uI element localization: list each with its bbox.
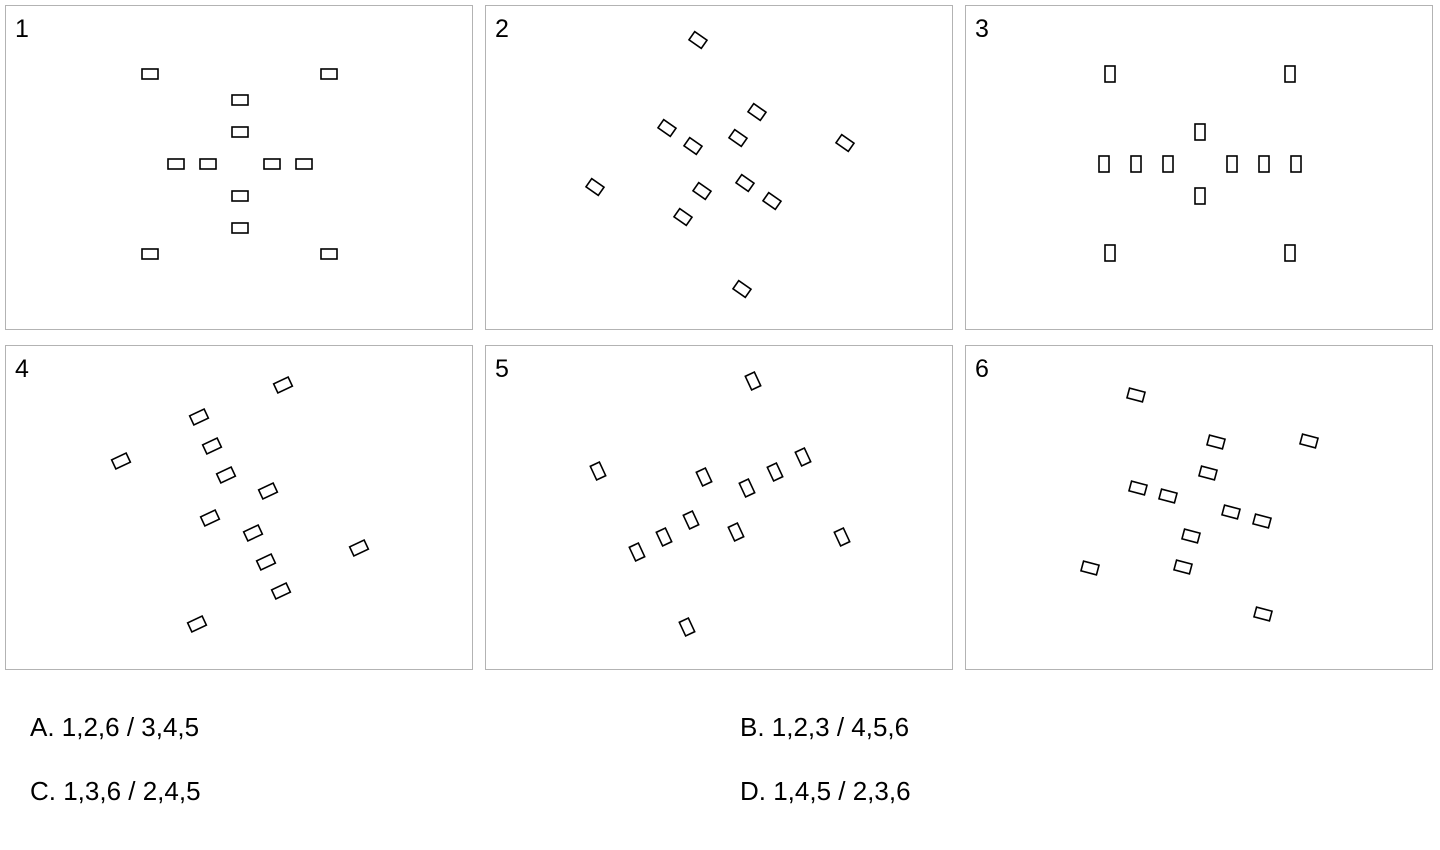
panel [965, 5, 1433, 330]
rect-shape [672, 207, 694, 227]
rect-shape [691, 181, 713, 201]
option: B. 1,2,3 / 4,5,6 [740, 712, 909, 742]
rect-shape [320, 248, 338, 260]
rect-shape [141, 68, 159, 80]
rect-shape [257, 482, 279, 500]
panel-group: 5 [485, 345, 953, 670]
rect-shape [110, 452, 132, 470]
panel-label: 1 [15, 15, 29, 43]
rect-shape [231, 222, 249, 234]
panel-group: 6 [965, 345, 1433, 670]
rect-shape [744, 371, 762, 391]
rect-shape [1194, 187, 1206, 205]
option: C. 1,3,6 / 2,4,5 [30, 776, 201, 806]
rect-shape [766, 462, 784, 482]
panel [965, 345, 1433, 670]
rect-shape [188, 408, 210, 426]
rect-shape [1258, 155, 1270, 173]
rect-shape [320, 68, 338, 80]
rect-shape [584, 177, 606, 197]
rect-shape [263, 158, 281, 170]
rect-shape [1194, 123, 1206, 141]
rect-shape [186, 615, 208, 633]
panel-label: 4 [15, 355, 29, 383]
panel [485, 345, 953, 670]
rect-shape [1130, 155, 1142, 173]
rect-shape [1226, 155, 1238, 173]
rect-shape [255, 553, 277, 571]
rect-shape [1205, 434, 1227, 450]
rect-shape [231, 126, 249, 138]
rect-shape [682, 136, 704, 156]
rect-shape [1251, 513, 1273, 529]
rect-shape [231, 190, 249, 202]
rect-shape [833, 527, 851, 547]
rect-shape [1252, 606, 1274, 622]
option: A. 1,2,6 / 3,4,5 [30, 712, 199, 742]
rect-shape [1098, 155, 1110, 173]
panel-group: 1 [5, 5, 473, 330]
rect-shape [1125, 387, 1147, 403]
panel-group: 2 [485, 5, 953, 330]
panel [5, 5, 473, 330]
rect-shape [734, 173, 756, 193]
rect-shape [1104, 65, 1116, 83]
rect-shape [727, 128, 749, 148]
rect-shape [295, 158, 313, 170]
rect-shape [727, 522, 745, 542]
rect-shape [1180, 528, 1202, 544]
rect-shape [272, 376, 294, 394]
rect-shape [348, 539, 370, 557]
rect-shape [1162, 155, 1174, 173]
option: D. 1,4,5 / 2,3,6 [740, 776, 911, 806]
rect-shape [1127, 480, 1149, 496]
rect-shape [656, 118, 678, 138]
rect-shape [678, 617, 696, 637]
rect-shape [589, 461, 607, 481]
rect-shape [628, 542, 646, 562]
panel-group: 3 [965, 5, 1433, 330]
panel-label: 2 [495, 15, 509, 43]
rect-shape [746, 102, 768, 122]
rect-shape [1157, 488, 1179, 504]
rect-shape [1079, 560, 1101, 576]
panel-label: 5 [495, 355, 509, 383]
rect-shape [1104, 244, 1116, 262]
rect-shape [834, 133, 856, 153]
rect-shape [1172, 559, 1194, 575]
rect-shape [738, 478, 756, 498]
panel [5, 345, 473, 670]
rect-shape [167, 158, 185, 170]
panel [485, 5, 953, 330]
rect-shape [695, 467, 713, 487]
rect-shape [1220, 504, 1242, 520]
rect-shape [687, 30, 709, 50]
rect-shape [1284, 244, 1296, 262]
rect-shape [270, 582, 292, 600]
rect-shape [1290, 155, 1302, 173]
rect-shape [1284, 65, 1296, 83]
rect-shape [199, 509, 221, 527]
rect-shape [1298, 433, 1320, 449]
rect-shape [199, 158, 217, 170]
rect-shape [231, 94, 249, 106]
rect-shape [794, 447, 812, 467]
rect-shape [215, 466, 237, 484]
panel-label: 6 [975, 355, 989, 383]
rect-shape [141, 248, 159, 260]
rect-shape [1197, 465, 1219, 481]
rect-shape [242, 524, 264, 542]
rect-shape [761, 191, 783, 211]
rect-shape [731, 279, 753, 299]
rect-shape [201, 437, 223, 455]
panel-label: 3 [975, 15, 989, 43]
rect-shape [682, 510, 700, 530]
panel-group: 4 [5, 345, 473, 670]
rect-shape [655, 527, 673, 547]
